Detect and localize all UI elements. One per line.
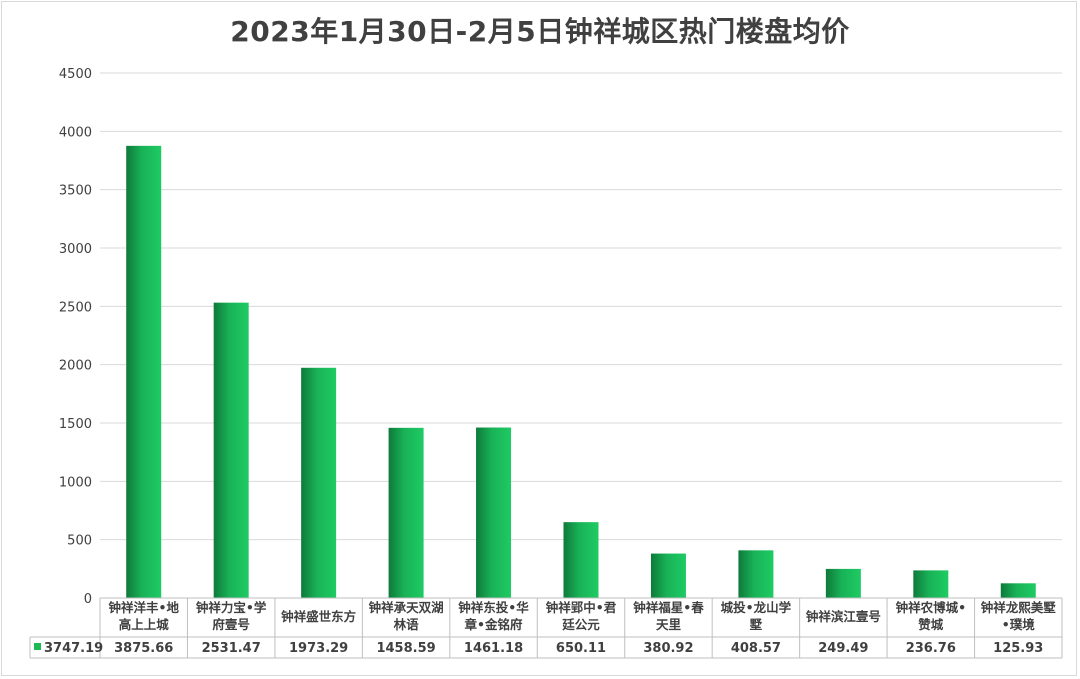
category-label: 林语: [394, 617, 420, 632]
bar: [213, 302, 249, 598]
data-value-label: 380.92: [643, 641, 693, 656]
category-label: 钟祥东投•华: [458, 600, 529, 615]
y-tick-label: 4500: [59, 67, 92, 82]
bar: [388, 427, 424, 598]
category-label: 钟祥力宝•学: [196, 600, 267, 615]
data-value-label: 3875.66: [114, 641, 173, 656]
y-tick-label: 2500: [59, 300, 92, 315]
category-label: 钟祥农博城•: [896, 600, 967, 615]
y-tick-label: 1000: [59, 475, 92, 490]
y-tick-label: 1500: [59, 417, 92, 432]
data-value-label: 1461.18: [464, 641, 523, 656]
y-tick-label: 2000: [59, 359, 92, 374]
data-value-label: 408.57: [731, 641, 781, 656]
y-axis-ticks: 0 500 1000 1500 2000 2500 3000 3500 4000 4500: [59, 67, 92, 607]
legend-swatch: [34, 643, 41, 650]
y-tick-label: 500: [67, 534, 92, 549]
bar: [1000, 583, 1036, 598]
data-value-label: 236.76: [906, 641, 956, 656]
y-tick-label: 0: [84, 592, 92, 607]
bars: [126, 145, 1036, 598]
bar: [825, 568, 861, 598]
data-value-label: 1973.29: [289, 641, 348, 656]
category-label: 赞城: [917, 617, 944, 632]
data-value-label: 2531.47: [202, 641, 261, 656]
bar: [301, 367, 337, 598]
bar: [738, 550, 774, 598]
data-value-label: 249.49: [818, 641, 868, 656]
bar: [126, 145, 162, 598]
category-label: 天里: [656, 617, 682, 632]
category-label: 府壹号: [212, 617, 250, 632]
category-label: 城投•龙山学: [721, 600, 792, 615]
bar: [563, 522, 599, 598]
data-value-label: 650.11: [556, 641, 606, 656]
category-label: 高上上城: [119, 617, 170, 632]
category-label: 钟祥滨江壹号: [806, 609, 881, 624]
category-label: 钟祥郢中•君: [546, 600, 617, 615]
bar: [476, 427, 512, 598]
chart-title: 2023年1月30日-2月5日钟祥城区热门楼盘均价: [230, 15, 850, 48]
category-label: 墅: [750, 617, 763, 632]
category-label: 钟祥洋丰•地: [108, 600, 179, 615]
category-label: 廷公元: [561, 617, 600, 632]
data-value-label: 125.93: [993, 641, 1043, 656]
category-label: •璞境: [1002, 617, 1035, 632]
bar: [913, 570, 949, 598]
gridlines: [100, 72, 1062, 541]
y-tick-label: 3500: [59, 184, 92, 199]
category-label: 钟祥承天双湖: [369, 600, 444, 615]
bar: [650, 553, 686, 598]
data-value-label: 1458.59: [376, 641, 435, 656]
y-tick-label: 4000: [59, 125, 92, 140]
y-tick-label: 3000: [59, 242, 92, 257]
category-label: 钟祥盛世东方: [281, 609, 356, 624]
category-label: 钟祥龙熙美墅: [981, 600, 1057, 615]
category-label: 章•金铭府: [465, 617, 523, 632]
category-label: 钟祥福星•春: [633, 600, 704, 615]
series-name: 3747.19: [44, 641, 103, 656]
